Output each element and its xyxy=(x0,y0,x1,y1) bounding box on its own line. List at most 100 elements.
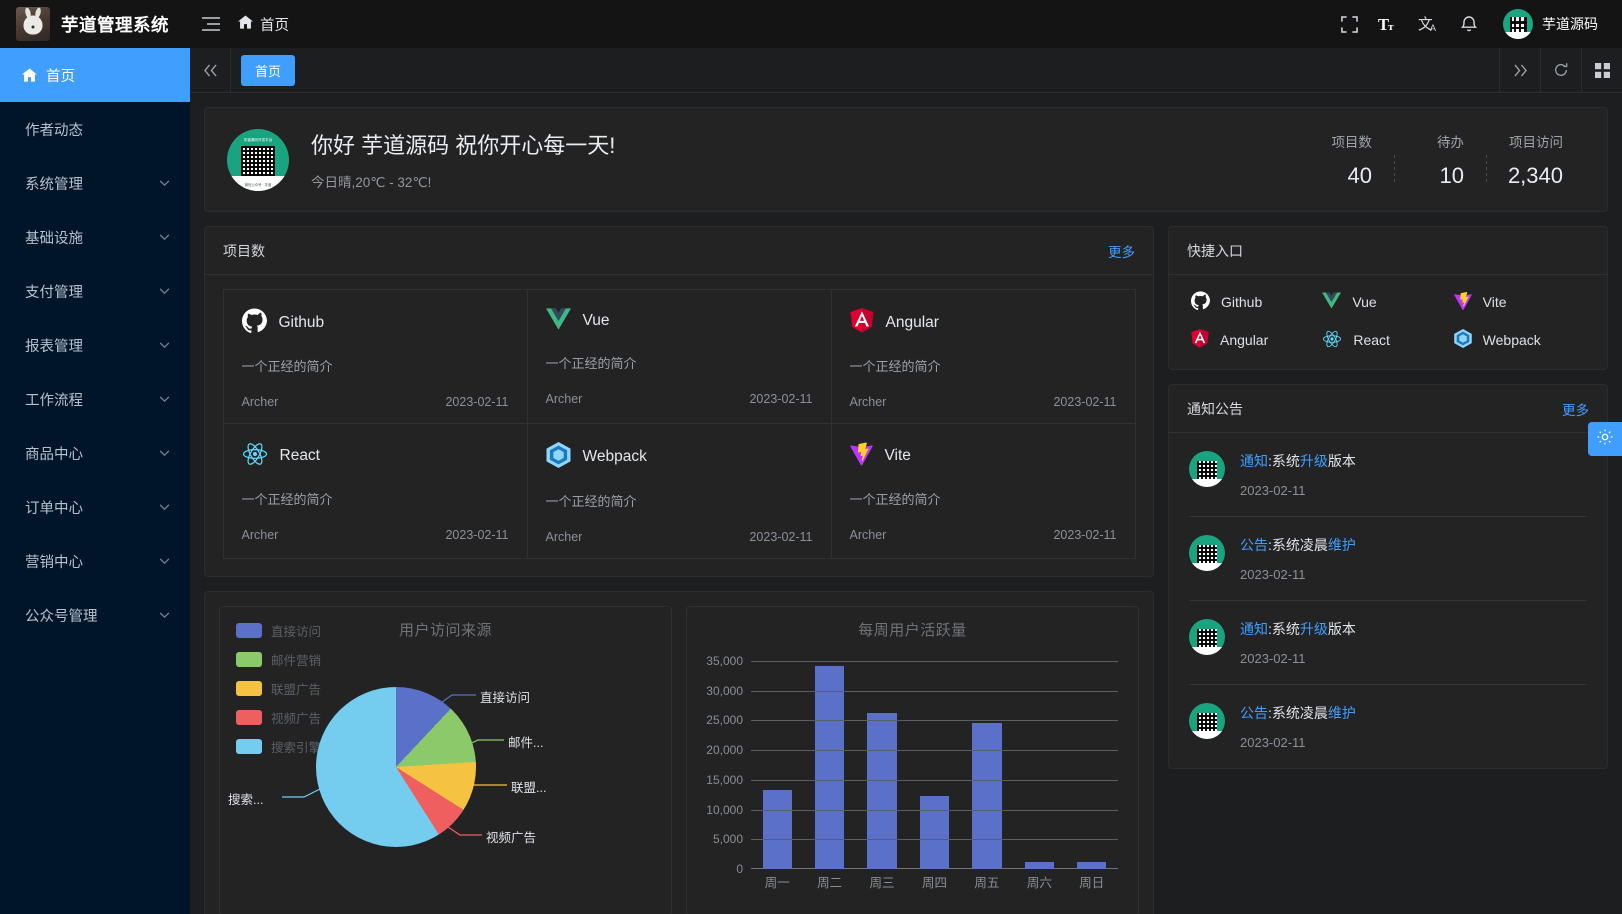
pie-legend: 直接访问 邮件营销 联盟广告 xyxy=(236,621,321,766)
notice-title[interactable]: 通知:系统升级版本 xyxy=(1240,621,1356,637)
project-head: Vite xyxy=(849,442,1117,471)
sidebar-item-payment[interactable]: 支付管理 xyxy=(0,264,190,318)
pie-chart[interactable]: 用户访问来源 直接访问 邮件营销 xyxy=(219,606,672,914)
quick-entry-webpack[interactable]: Webpack xyxy=(1453,329,1585,351)
bar[interactable] xyxy=(1077,861,1107,869)
bar[interactable] xyxy=(762,790,792,869)
sidebar-item-official-account[interactable]: 公众号管理 xyxy=(0,588,190,642)
bar-slot[interactable] xyxy=(908,661,960,869)
quick-entry-angular[interactable]: Angular xyxy=(1191,329,1322,351)
project-card[interactable]: React 一个正经的简介 Archer 2023-02-11 xyxy=(222,422,528,559)
sidebar-item-author-news[interactable]: 作者动态 xyxy=(0,102,190,156)
user-avatar-menu[interactable]: 芋道源码 xyxy=(1489,0,1608,48)
legend-item[interactable]: 搜索引擎 xyxy=(236,737,321,756)
legend-swatch xyxy=(236,710,262,725)
notices-more-link[interactable]: 更多 xyxy=(1562,402,1589,418)
bar-slot[interactable] xyxy=(856,661,908,869)
sidebar-item-marketing-center[interactable]: 营销中心 xyxy=(0,534,190,588)
notice-title[interactable]: 公告:系统凌晨维护 xyxy=(1240,537,1356,553)
legend-item[interactable]: 联盟广告 xyxy=(236,679,321,698)
legend-swatch xyxy=(236,623,262,638)
project-card[interactable]: Angular 一个正经的简介 Archer 2023-02-11 xyxy=(830,288,1136,424)
notice-row[interactable]: 公告:系统凌晨维护 2023-02-11 xyxy=(1189,517,1587,601)
gridline xyxy=(751,690,1118,692)
grid-icon[interactable] xyxy=(1581,48,1622,92)
quick-entry-vite[interactable]: Vite xyxy=(1453,291,1585,313)
sidebar-item-system[interactable]: 系统管理 xyxy=(0,156,190,210)
quick-entry-vue[interactable]: Vue xyxy=(1322,291,1453,313)
bar[interactable] xyxy=(814,665,845,869)
settings-drawer-button[interactable] xyxy=(1588,422,1622,456)
fullscreen-icon[interactable] xyxy=(1329,0,1369,48)
sidebar-item-order-center[interactable]: 订单中心 xyxy=(0,480,190,534)
bell-icon[interactable] xyxy=(1449,0,1489,48)
gridline xyxy=(751,750,1118,752)
project-head: React xyxy=(242,442,509,471)
notices-title: 通知公告 xyxy=(1187,400,1243,417)
project-card[interactable]: Github 一个正经的简介 Archer 2023-02-11 xyxy=(222,288,528,424)
bar-slot[interactable] xyxy=(961,661,1013,869)
x-tick-label: 周日 xyxy=(1079,876,1105,890)
projects-more-link[interactable]: 更多 xyxy=(1108,244,1135,260)
font-size-icon[interactable]: T т xyxy=(1369,0,1409,48)
legend-item[interactable]: 视频广告 xyxy=(236,708,321,727)
chevron-down-icon xyxy=(159,337,170,353)
weather-text: 今日晴,20℃ - 32℃! xyxy=(311,175,432,190)
sidebar-item-infrastructure[interactable]: 基础设施 xyxy=(0,210,190,264)
chevron-down-icon xyxy=(159,391,170,407)
quick-entry-react[interactable]: React xyxy=(1322,329,1453,351)
sidebar-item-report[interactable]: 报表管理 xyxy=(0,318,190,372)
translate-icon[interactable]: 文 A xyxy=(1409,0,1449,48)
menu-fold-icon[interactable] xyxy=(190,17,232,31)
sidebar-item-label: 首页 xyxy=(46,68,75,85)
project-card[interactable]: Vue 一个正经的简介 Archer 2023-02-11 xyxy=(526,288,832,424)
banner-stats: 项目数 40 待办 10 项目访问 2,340 xyxy=(1302,131,1585,189)
legend-swatch xyxy=(236,681,262,696)
bar-slot[interactable] xyxy=(1066,661,1118,869)
project-card[interactable]: Vite 一个正经的简介 Archer 2023-02-11 xyxy=(830,422,1136,559)
notice-row[interactable]: 通知:系统升级版本 2023-02-11 xyxy=(1189,433,1587,517)
project-footer: Archer 2023-02-11 xyxy=(850,395,1117,409)
stat-label: 项目访问 xyxy=(1509,134,1563,150)
notice-date: 2023-02-11 xyxy=(1240,483,1306,498)
legend-item[interactable]: 直接访问 xyxy=(236,621,321,640)
sidebar-item-home[interactable]: 首页 xyxy=(0,48,190,102)
bars-row xyxy=(751,661,1118,869)
notice-title[interactable]: 公告:系统凌晨维护 xyxy=(1240,705,1356,721)
github-icon xyxy=(241,308,267,338)
notice-title[interactable]: 通知:系统升级版本 xyxy=(1240,453,1356,469)
sidebar-item-product-center[interactable]: 商品中心 xyxy=(0,426,190,480)
x-tick-label: 周二 xyxy=(817,876,843,890)
bar[interactable] xyxy=(972,722,1002,869)
chevron-down-icon xyxy=(159,229,170,245)
bar-chart[interactable]: 每周用户活跃量 0 5,000 10,000 15,000 20,000 25,000 30… xyxy=(686,606,1139,914)
x-tick-label: 周四 xyxy=(921,876,947,890)
quick-entry-label: Github xyxy=(1221,294,1263,310)
project-date: 2023-02-11 xyxy=(749,529,813,544)
project-footer: Archer 2023-02-11 xyxy=(242,395,509,409)
bar-slot[interactable] xyxy=(1013,661,1065,869)
project-card[interactable]: Webpack 一个正经的简介 Archer 2023-02-11 xyxy=(526,422,832,559)
bar[interactable] xyxy=(919,795,950,869)
quick-entry-github[interactable]: Github xyxy=(1191,291,1322,313)
notice-row[interactable]: 通知:系统升级版本 2023-02-11 xyxy=(1189,601,1587,685)
sidebar-item-workflow[interactable]: 工作流程 xyxy=(0,372,190,426)
brand[interactable]: 芋道管理系统 xyxy=(0,7,190,41)
pie-graphic xyxy=(316,687,476,847)
bar-slot[interactable] xyxy=(803,661,855,869)
tab-home[interactable]: 首页 xyxy=(241,54,296,86)
breadcrumb-home[interactable]: 首页 xyxy=(238,14,289,35)
refresh-icon[interactable] xyxy=(1540,48,1581,92)
double-chevron-left-icon[interactable] xyxy=(190,48,231,92)
home-icon xyxy=(22,68,37,82)
right-column: 快捷入口 Github Vu xyxy=(1168,226,1608,769)
vite-icon xyxy=(1453,291,1472,313)
gridline xyxy=(751,839,1118,841)
svg-text:т: т xyxy=(1388,21,1394,33)
notice-row[interactable]: 公告:系统凌晨维护 2023-02-11 xyxy=(1189,685,1587,768)
double-chevron-right-icon[interactable] xyxy=(1499,48,1540,92)
bar[interactable] xyxy=(1024,861,1054,869)
legend-item[interactable]: 邮件营销 xyxy=(236,650,321,669)
bar-slot[interactable] xyxy=(751,661,803,869)
bar[interactable] xyxy=(867,712,897,869)
